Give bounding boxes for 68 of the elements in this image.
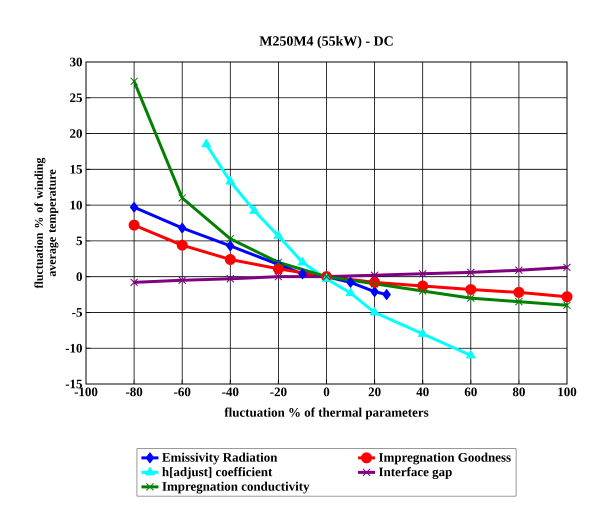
- point: [370, 286, 379, 298]
- y-tick-label: 5: [76, 236, 82, 246]
- point: [176, 240, 188, 251]
- point: [346, 288, 356, 296]
- legend-label: h[adjust] coefficient: [162, 467, 272, 479]
- point: [128, 220, 140, 231]
- point: [370, 306, 380, 316]
- x-tick-label: -100: [74, 388, 98, 396]
- point: [226, 274, 234, 283]
- point: [465, 284, 476, 296]
- x-tick-label: 20: [368, 388, 381, 396]
- point: [370, 271, 379, 280]
- point: [562, 291, 572, 302]
- point: [466, 268, 475, 276]
- point: [274, 272, 282, 281]
- x-tick-label: -60: [174, 388, 190, 396]
- x-tick-label: 60: [464, 388, 477, 396]
- x-tick-label: -80: [126, 388, 142, 396]
- legend-label: Impregnation conductivity: [162, 482, 310, 494]
- y-tick-label: -5: [72, 308, 82, 317]
- point: [418, 286, 427, 295]
- point: [226, 240, 235, 252]
- legend-label: Impregnation Goodness: [378, 452, 511, 464]
- legend-label: Emissivity Radiation: [162, 452, 278, 464]
- point: [418, 328, 428, 337]
- y-tick-label: -10: [66, 344, 82, 353]
- y-axis-title: fluctuation % of winding average temperature: [34, 158, 58, 288]
- x-tick-label: -40: [222, 388, 238, 396]
- point: [466, 294, 475, 302]
- x-axis-title: fluctuation % of thermal parameters: [224, 408, 428, 420]
- y-tick-label: 20: [70, 129, 82, 138]
- point: [382, 289, 391, 300]
- y-tick-label: 30: [70, 58, 82, 66]
- point: [178, 222, 186, 234]
- point: [514, 266, 523, 274]
- point: [201, 138, 212, 148]
- x-tick-label: 0: [324, 388, 330, 396]
- point: [346, 276, 355, 288]
- point: [224, 254, 236, 265]
- point: [562, 301, 572, 310]
- point: [272, 263, 284, 274]
- point: [370, 280, 379, 288]
- point: [274, 258, 282, 266]
- point: [298, 256, 308, 266]
- legend-label: Interface gap: [378, 467, 452, 480]
- x-tick-label: 40: [416, 388, 429, 396]
- y-tick-label: 25: [70, 93, 82, 102]
- point: [562, 263, 572, 272]
- point: [418, 270, 427, 278]
- chart-title: M250M4 (55kW) - DC: [260, 36, 393, 48]
- y-tick-label: 15: [70, 165, 82, 174]
- x-tick-label: -20: [270, 388, 287, 396]
- point: [130, 278, 138, 286]
- x-tick-label: 80: [512, 388, 525, 396]
- point: [298, 268, 307, 280]
- x-tick-label: 100: [558, 388, 576, 396]
- point: [225, 176, 236, 184]
- point: [250, 205, 260, 214]
- point: [130, 202, 138, 213]
- point: [513, 286, 524, 298]
- y-tick-label: 10: [70, 200, 82, 210]
- point: [274, 230, 284, 239]
- point: [130, 77, 138, 86]
- y-tick-label: -15: [66, 380, 82, 388]
- point: [466, 350, 476, 358]
- point: [514, 298, 523, 306]
- point: [178, 276, 186, 284]
- y-tick-label: 0: [76, 272, 82, 282]
